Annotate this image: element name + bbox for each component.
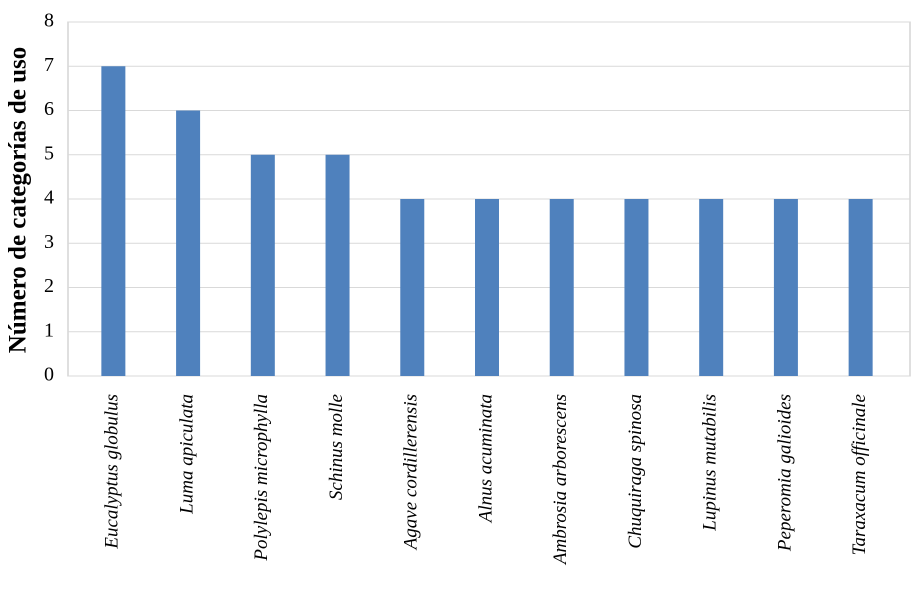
- x-tick-label: Ambrosia arborescens: [550, 394, 571, 566]
- y-tick-label: 6: [44, 98, 54, 120]
- bar: [250, 154, 275, 376]
- bar: [176, 110, 201, 376]
- bar: [549, 199, 574, 376]
- x-tick-label: Polylepis microphylla: [251, 394, 272, 562]
- bar: [475, 199, 499, 376]
- bar: [400, 199, 425, 376]
- bar: [848, 199, 873, 376]
- x-tick-label: Agave cordillerensis: [401, 394, 422, 551]
- x-tick-label: Alnus acuminata: [475, 394, 496, 524]
- y-tick-label: 0: [44, 364, 54, 386]
- y-tick-label: 1: [44, 319, 54, 341]
- bar: [101, 66, 126, 376]
- y-tick-label: 7: [44, 54, 54, 76]
- x-tick-label: Lupinus mutabilis: [700, 394, 721, 532]
- x-tick-label: Taraxacum officinale: [849, 394, 870, 555]
- y-tick-label: 8: [44, 10, 54, 32]
- bar: [624, 199, 649, 376]
- y-tick-label: 3: [44, 231, 54, 253]
- y-tick-label: 4: [44, 187, 54, 209]
- x-tick-label: Luma apiculata: [176, 394, 197, 515]
- y-axis-label: Número de categorías de uso: [5, 47, 32, 353]
- y-tick-label: 5: [44, 142, 54, 164]
- y-tick-label: 2: [44, 275, 54, 297]
- x-tick-label: Peperomia galioides: [774, 394, 795, 552]
- bar: [699, 199, 724, 376]
- x-tick-label: Schinus molle: [326, 394, 347, 500]
- x-tick-label: Eucalyptus globulus: [102, 394, 123, 550]
- x-tick-label: Chuquiraga spinosa: [625, 394, 646, 549]
- bar: [325, 154, 350, 376]
- bar: [773, 199, 798, 376]
